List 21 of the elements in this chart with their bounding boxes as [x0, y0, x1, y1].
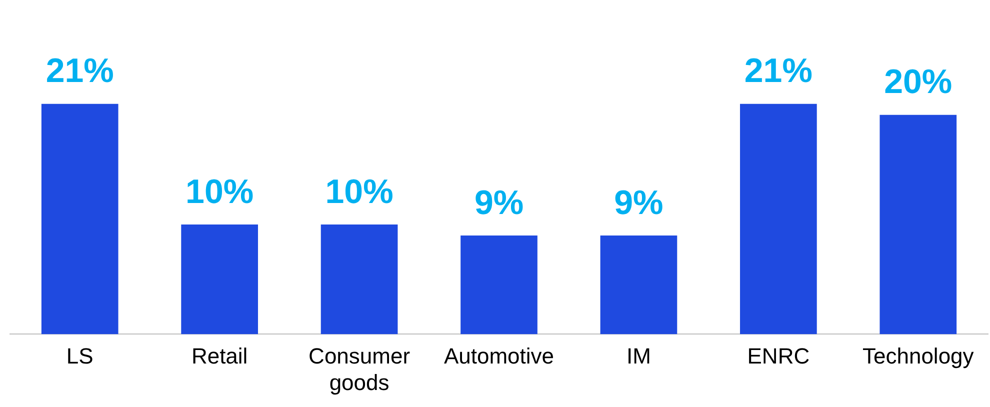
bar: [740, 104, 817, 334]
x-tick-label: IM: [626, 343, 651, 368]
x-tick-label: Automotive: [444, 343, 554, 368]
data-label: 9%: [614, 184, 664, 222]
bar: [41, 104, 118, 334]
x-tick-label: ENRC: [747, 343, 810, 368]
bar: [880, 114, 957, 334]
bar: [320, 224, 398, 334]
data-label: 20%: [884, 63, 952, 102]
x-tick-label: Retail: [191, 343, 248, 368]
x-tick-label: LS: [66, 343, 94, 368]
data-label: 21%: [46, 52, 114, 90]
x-tick-label: Technology: [862, 343, 974, 368]
data-label: 21%: [744, 52, 812, 90]
x-tick-label: Consumer goods: [308, 343, 410, 395]
data-label: 10%: [186, 172, 254, 211]
bar: [600, 235, 678, 334]
bar: [181, 224, 258, 334]
bar: [460, 235, 538, 334]
data-label: 9%: [474, 184, 524, 222]
data-label: 10%: [325, 172, 394, 211]
